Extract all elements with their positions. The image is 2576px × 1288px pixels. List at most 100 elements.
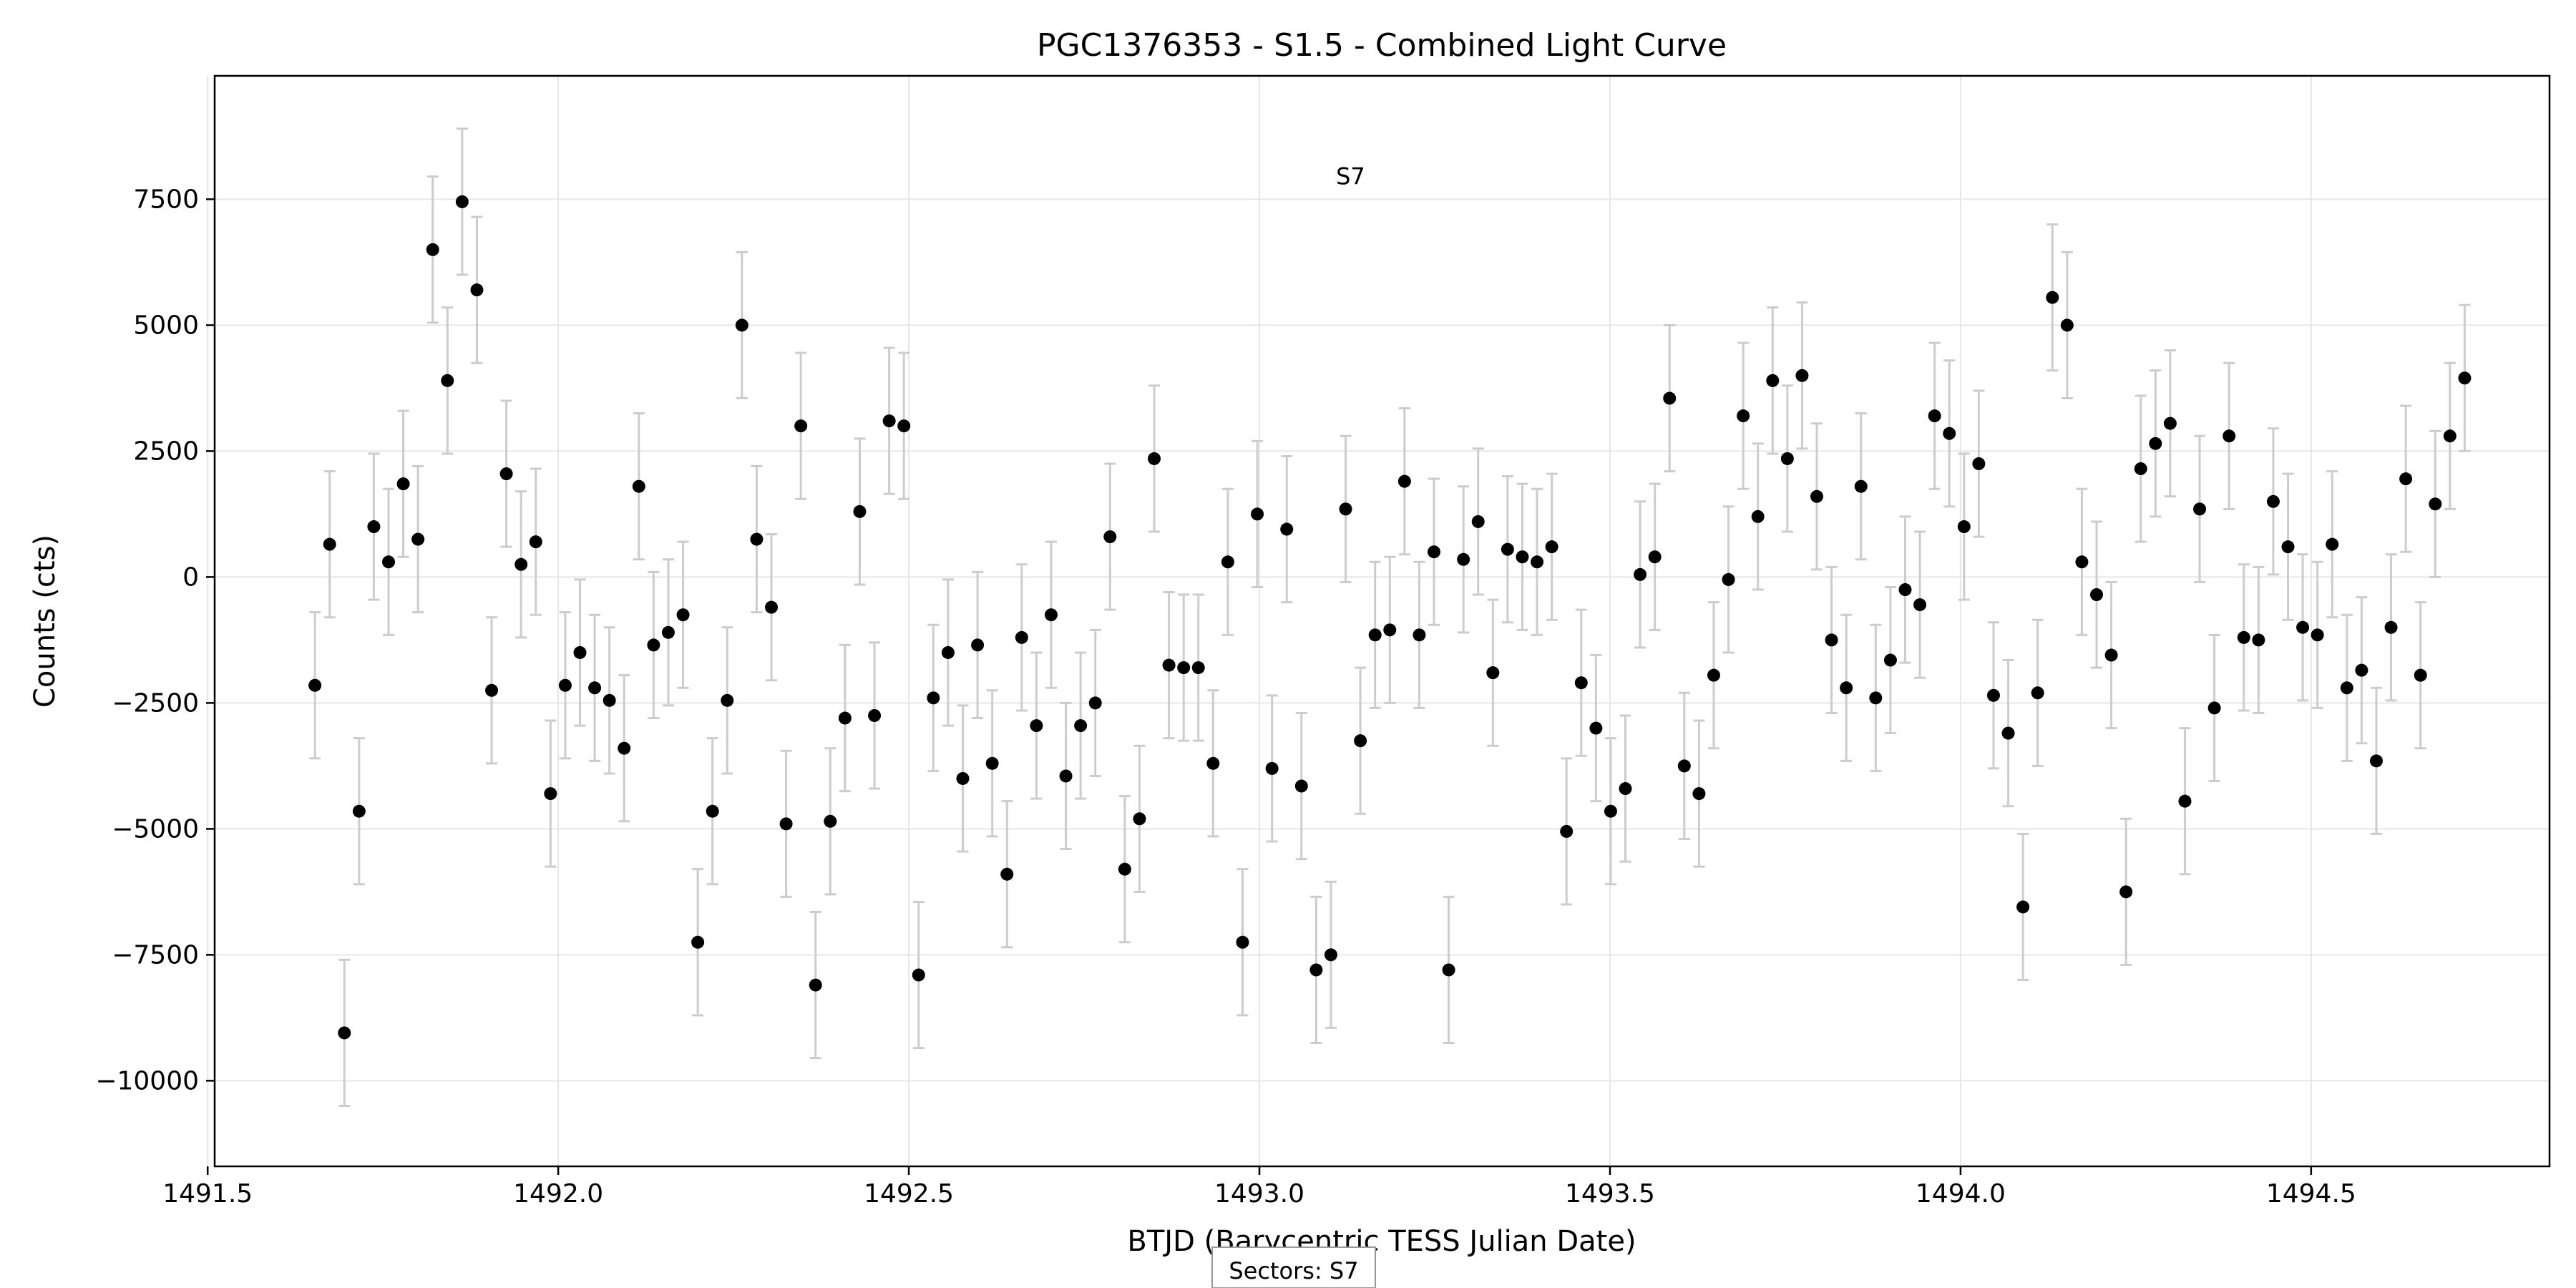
data-point — [897, 419, 911, 433]
data-point — [618, 741, 631, 755]
plot-area-frame — [213, 74, 2551, 1168]
data-point — [426, 243, 439, 256]
data-point — [1309, 963, 1323, 977]
data-point — [2355, 663, 2368, 677]
data-point — [1118, 862, 1131, 876]
data-point — [1795, 369, 1809, 382]
data-point — [411, 532, 425, 546]
data-point — [1000, 867, 1014, 881]
data-point — [2207, 701, 2221, 715]
data-point — [1280, 522, 1294, 536]
data-point — [1457, 552, 1470, 566]
data-point — [1221, 555, 1234, 569]
data-point — [1780, 452, 1794, 465]
data-point — [1368, 628, 1382, 642]
y-tick-label: 7500 — [133, 185, 199, 214]
data-point — [838, 711, 852, 725]
data-point — [971, 638, 985, 652]
y-tick-label: −7500 — [112, 940, 199, 970]
data-point — [765, 600, 779, 614]
data-point — [1030, 719, 1043, 733]
data-point — [558, 678, 572, 692]
data-point — [750, 532, 763, 546]
x-tick-label: 1494.0 — [1916, 1179, 2006, 1209]
data-point — [352, 804, 366, 818]
data-point — [2178, 794, 2192, 808]
data-point — [1840, 681, 1853, 695]
data-point — [2134, 462, 2147, 476]
sector-annotation: S7 — [1336, 162, 1365, 190]
data-point — [2193, 502, 2207, 516]
data-point — [1531, 555, 1544, 569]
data-point — [2075, 555, 2089, 569]
x-axis-ticks: 1491.5 1492.0 1492.5 1493.0 1493.5 1494.0 1494… — [162, 1166, 2356, 1209]
x-tick-label: 1493.0 — [1214, 1179, 1304, 1209]
y-tick-label: −5000 — [112, 814, 199, 844]
data-point — [2237, 630, 2250, 644]
data-point — [1928, 409, 1941, 423]
data-point — [1383, 623, 1397, 637]
data-point — [941, 645, 955, 659]
data-point — [1913, 598, 1927, 612]
data-point — [735, 318, 748, 332]
x-axis-label: BTJD (Barycentric TESS Julian Date) — [1127, 1225, 1636, 1258]
data-point — [529, 535, 542, 549]
data-point — [1088, 696, 1102, 710]
sectors-footer-text: Sectors: S7 — [1229, 1257, 1358, 1284]
data-point — [809, 978, 822, 992]
data-point — [1648, 550, 1662, 564]
data-point — [1206, 756, 1220, 770]
data-point — [2223, 429, 2236, 443]
data-point — [485, 683, 499, 697]
data-point — [2296, 620, 2310, 634]
data-point — [706, 804, 719, 818]
data-point — [1103, 530, 1117, 544]
data-point — [2089, 588, 2103, 602]
data-point — [441, 374, 454, 387]
data-point — [323, 537, 336, 551]
data-point — [2443, 429, 2457, 443]
data-point — [455, 195, 469, 208]
data-point — [1986, 688, 2000, 702]
y-axis-ticks: −10000 −7500 −5000 −2500 0 2500 5000 7500 — [95, 185, 215, 1096]
x-tick-label: 1492.0 — [513, 1179, 603, 1209]
data-point — [1251, 507, 1264, 521]
data-point — [912, 968, 925, 982]
data-point — [588, 681, 602, 695]
data-point — [1972, 457, 1986, 471]
data-point — [721, 693, 734, 707]
data-point — [1574, 676, 1588, 690]
data-point — [2384, 620, 2398, 634]
data-point — [544, 787, 557, 801]
sectors-footer-box — [1211, 1246, 1376, 1288]
data-point — [2266, 494, 2280, 508]
y-tick-label: 5000 — [133, 311, 199, 340]
data-point — [1810, 489, 1824, 503]
data-point — [1869, 691, 1883, 705]
y-axis-label: Counts (cts) — [29, 535, 62, 708]
data-point — [1825, 633, 1838, 647]
data-point — [1604, 804, 1617, 818]
y-tick-label: −2500 — [112, 688, 199, 718]
data-point — [1486, 666, 1500, 680]
data-point — [1766, 374, 1780, 387]
data-point — [882, 414, 896, 428]
data-point — [1133, 812, 1146, 826]
data-point — [2104, 648, 2118, 662]
data-point — [2414, 668, 2427, 682]
data-point — [2001, 726, 2015, 740]
data-points — [308, 195, 2472, 1040]
data-point — [1015, 630, 1028, 644]
data-point — [1943, 426, 1956, 440]
data-point — [1162, 658, 1176, 672]
y-tick-label: 2500 — [133, 436, 199, 466]
data-point — [632, 479, 645, 493]
data-point — [1059, 769, 1073, 783]
data-point — [1177, 661, 1191, 675]
y-tick-label: −10000 — [95, 1066, 199, 1096]
data-point — [794, 419, 808, 433]
data-point — [2163, 416, 2177, 430]
data-point — [2016, 900, 2030, 914]
